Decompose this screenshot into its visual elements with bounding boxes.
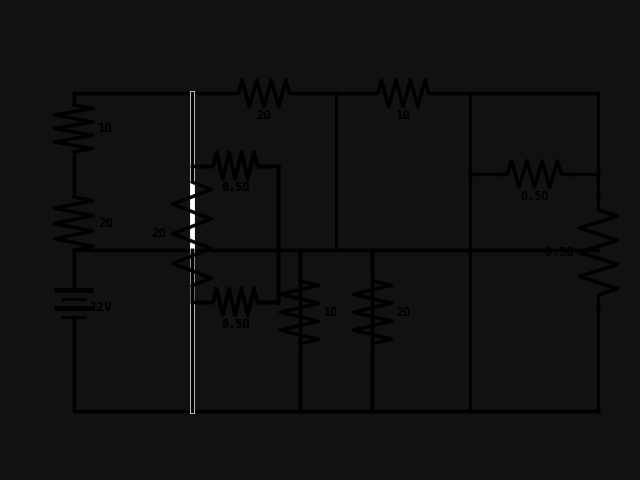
Text: 0.5Ω: 0.5Ω <box>221 318 250 331</box>
Text: 0.5Ω: 0.5Ω <box>544 246 574 259</box>
Text: 1Ω: 1Ω <box>396 109 411 122</box>
Text: 2Ω: 2Ω <box>152 228 166 240</box>
Text: 0.5Ω: 0.5Ω <box>520 190 548 203</box>
Text: 2Ω: 2Ω <box>257 109 271 122</box>
Text: 12V: 12V <box>90 301 112 314</box>
Text: 2Ω: 2Ω <box>98 217 113 230</box>
Text: 1Ω: 1Ω <box>98 122 113 135</box>
Text: 0.5Ω: 0.5Ω <box>221 318 250 331</box>
Text: 2Ω: 2Ω <box>397 306 411 319</box>
Text: 1Ω: 1Ω <box>324 306 338 319</box>
Text: 0.5Ω: 0.5Ω <box>221 181 250 194</box>
Text: 0.5Ω: 0.5Ω <box>221 181 250 194</box>
